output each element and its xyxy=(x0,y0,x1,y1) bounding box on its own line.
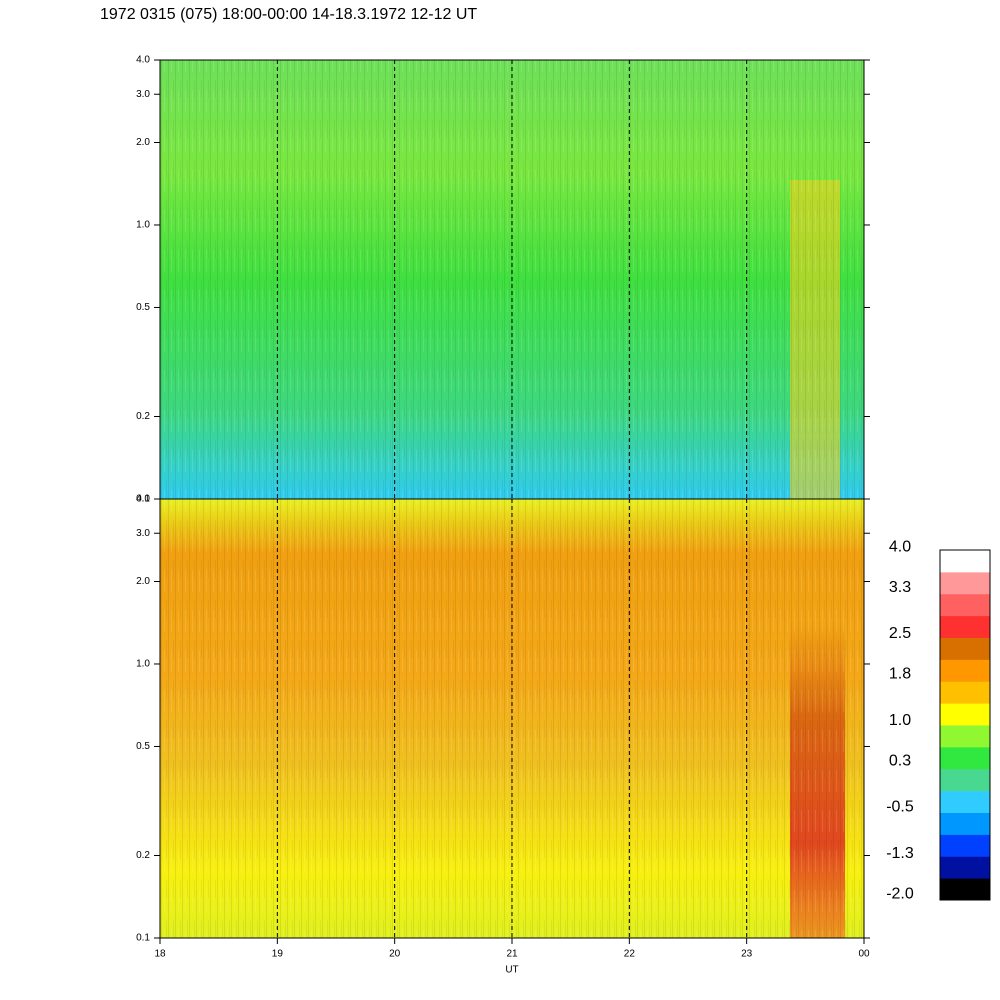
x-tick-label: 23 xyxy=(741,949,753,960)
colorbar-swatch xyxy=(940,725,990,748)
colorbar-label: 0.3 xyxy=(889,752,911,769)
colorbar-swatch xyxy=(940,812,990,835)
colorbar-label: -1.3 xyxy=(886,845,914,862)
colorbar-swatch xyxy=(940,834,990,857)
colorbar-swatch xyxy=(940,615,990,638)
y-tick-label: 0.5 xyxy=(136,741,150,752)
y-tick-label: 0.5 xyxy=(136,302,150,313)
x-tick-label: 00 xyxy=(858,949,870,960)
colorbar-swatch xyxy=(940,878,990,901)
colorbar-label: -2.0 xyxy=(886,885,914,902)
x-tick-label: 20 xyxy=(389,949,401,960)
y-tick-label: 3.0 xyxy=(136,89,150,100)
colorbar-label: 4.0 xyxy=(889,538,911,555)
colorbar-label: 3.3 xyxy=(889,579,911,596)
colorbar-swatch xyxy=(940,571,990,595)
y-tick-label: 0.2 xyxy=(136,850,150,861)
colorbar-swatch xyxy=(940,550,990,573)
colorbar-swatch xyxy=(940,637,990,660)
colorbar-label: -0.5 xyxy=(886,799,914,816)
x-tick-label: 21 xyxy=(506,949,518,960)
colorbar-swatch xyxy=(940,681,990,704)
y-tick-label: 4.0 xyxy=(136,494,150,505)
colorbar-frame xyxy=(939,549,991,901)
x-axis-label: UT xyxy=(505,965,518,976)
colorbar-swatch xyxy=(940,746,990,770)
colorbar-swatch xyxy=(940,703,990,726)
chart-title: 1972 0315 (075) 18:00-00:00 14-18.3.1972… xyxy=(100,6,477,23)
y-tick-label: 0.1 xyxy=(136,494,150,505)
x-tick-label: 19 xyxy=(272,949,284,960)
y-tick-label: 2.0 xyxy=(136,576,150,587)
y-tick-label: 1.0 xyxy=(136,220,150,231)
colorbar-label: 2.5 xyxy=(889,625,911,642)
y-tick-label: 1.0 xyxy=(136,659,150,670)
colorbar-label: 1.0 xyxy=(889,712,911,729)
x-tick-label: 22 xyxy=(624,949,636,960)
y-tick-label: 2.0 xyxy=(136,137,150,148)
y-tick-label: 0.1 xyxy=(136,933,150,944)
y-tick-label: 0.2 xyxy=(136,411,150,422)
x-tick-label: 18 xyxy=(154,949,166,960)
colorbar-label: 1.8 xyxy=(889,666,911,683)
colorbar-swatch xyxy=(940,659,990,682)
colorbar-swatch xyxy=(940,856,990,879)
y-tick-label: 4.0 xyxy=(136,55,150,66)
colorbar-swatch xyxy=(940,768,990,792)
colorbar-swatch xyxy=(940,790,990,813)
y-tick-label: 3.0 xyxy=(136,528,150,539)
colorbar-swatch xyxy=(940,593,990,617)
